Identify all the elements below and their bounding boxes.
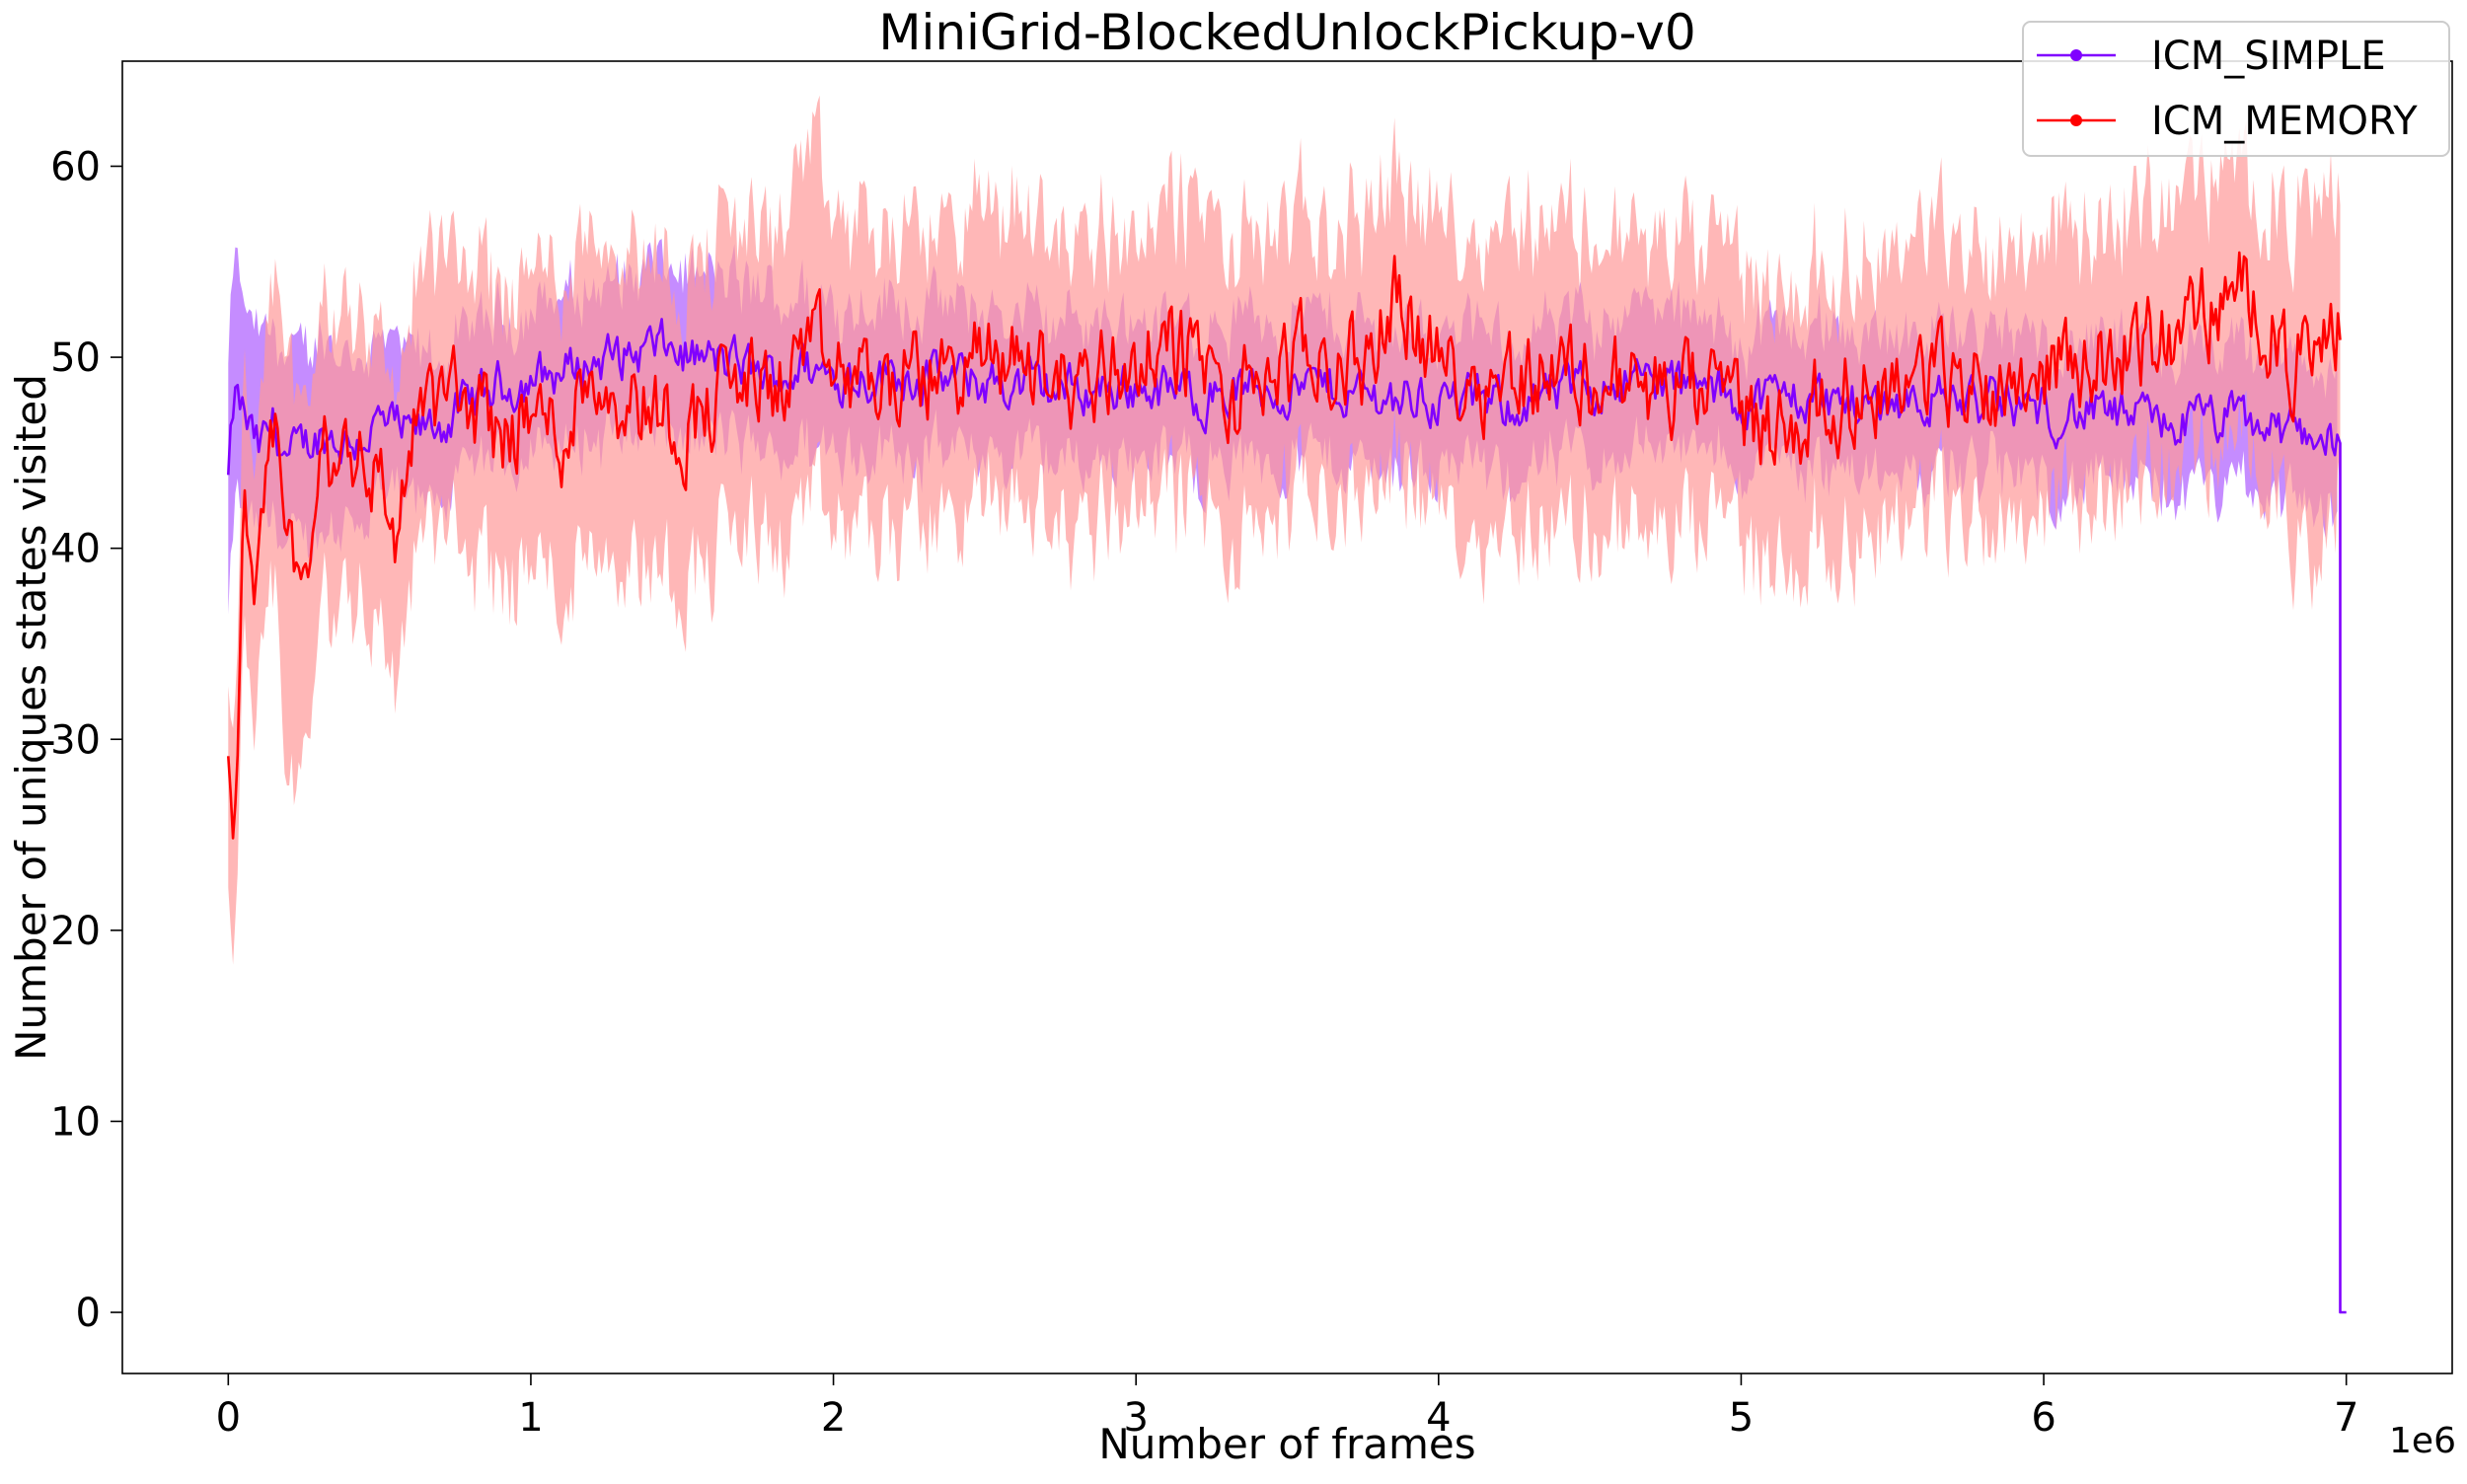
legend: ICM_SIMPLE ICM_MEMORY — [2022, 21, 2450, 157]
y-axis-ticks: 0 10 20 30 40 50 60 — [50, 144, 122, 1336]
confidence-band-icm-memory — [228, 95, 2341, 965]
x-axis-label: Number of frames — [1098, 1420, 1475, 1468]
legend-label: ICM_SIMPLE — [2151, 34, 2386, 79]
y-tick-label: 40 — [50, 527, 101, 572]
x-tick-label: 1 — [518, 1395, 543, 1441]
legend-entries: ICM_SIMPLE ICM_MEMORY — [2037, 34, 2418, 144]
chart-title: MiniGrid-BlockedUnlockPickup-v0 — [878, 4, 1695, 61]
plot-frame — [121, 60, 2453, 1374]
x-axis-offset-label: 1e6 — [2389, 1421, 2456, 1461]
y-tick-label: 10 — [50, 1099, 101, 1145]
y-tick-label: 0 — [76, 1291, 101, 1336]
confidence-bands — [228, 95, 2341, 965]
x-tick-label: 5 — [1729, 1395, 1754, 1441]
x-axis-ticks: 0 1 2 3 4 5 6 7 — [216, 1373, 2358, 1441]
x-tick-label: 2 — [821, 1395, 846, 1441]
legend-label: ICM_MEMORY — [2151, 99, 2418, 144]
series-line-icm-memory — [227, 251, 2342, 840]
legend-box — [2022, 21, 2450, 157]
y-tick-label: 50 — [50, 335, 101, 381]
x-tick-label: 4 — [1426, 1395, 1451, 1441]
legend-marker — [2070, 114, 2082, 126]
x-tick-label: 6 — [2031, 1395, 2056, 1441]
y-tick-label: 60 — [50, 144, 101, 189]
x-tick-label: 3 — [1123, 1395, 1148, 1441]
y-tick-label: 30 — [50, 717, 101, 763]
series-lines — [227, 251, 2347, 1314]
y-tick-label: 20 — [50, 909, 101, 954]
x-tick-label: 7 — [2334, 1395, 2358, 1441]
x-tick-label: 0 — [216, 1395, 241, 1441]
y-axis-label: Number of uniques states visited — [7, 374, 55, 1061]
legend-marker — [2070, 49, 2082, 61]
